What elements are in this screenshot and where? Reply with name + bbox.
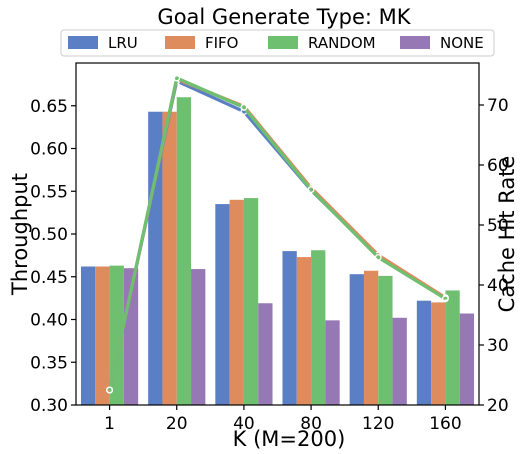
bar-fifo-120 (363, 270, 379, 405)
legend: LRU FIFO RANDOM NONE (60, 29, 495, 57)
x-tick-label: 80 (300, 414, 322, 434)
legend-swatch-fifo (165, 36, 195, 49)
hit-rate-line-random (108, 76, 447, 391)
y2-tick-label: 20 (487, 396, 509, 416)
legend-label-random: RANDOM (308, 34, 376, 52)
hit-rate-point-random-20 (173, 74, 181, 82)
y2-axis-label: Cache Hit Rate (495, 156, 519, 313)
bar-lru-1 (80, 266, 96, 405)
bar-lru-40 (215, 204, 230, 405)
y-tick-label: 0.45 (30, 268, 68, 288)
x-tick-label: 160 (429, 414, 461, 434)
bar-none-80 (325, 320, 340, 405)
legend-swatch-lru (68, 36, 98, 49)
y2-tick-label: 40 (487, 276, 509, 296)
bar-none-40 (258, 303, 273, 405)
y-axis-left: 0.30 0.35 0.40 0.45 0.50 0.55 0.60 0.65 (30, 97, 76, 416)
x-tick-label: 40 (233, 414, 255, 434)
bar-fifo-160 (431, 302, 446, 405)
y-tick-label: 0.35 (30, 353, 68, 373)
legend-label-lru: LRU (108, 34, 138, 52)
hit-rate-point-random-160 (441, 295, 449, 303)
y2-tick-label: 70 (487, 96, 509, 116)
legend-swatch-none (400, 36, 430, 49)
bar-random-20 (176, 97, 192, 405)
y2-tick-label: 60 (487, 156, 509, 176)
y-tick-label: 0.30 (30, 396, 68, 416)
hit-rate-point-random-80 (307, 186, 315, 194)
hit-rate-point-random-1 (106, 386, 114, 394)
bar-lru-120 (349, 274, 364, 405)
hit-rate-point-random-120 (374, 253, 382, 261)
y-tick-label: 0.40 (30, 311, 68, 331)
bar-none-20 (191, 269, 206, 405)
hit-rate-lines (106, 74, 449, 394)
x-tick-label: 120 (362, 414, 394, 434)
y-axis-right: 20 30 40 50 60 70 (479, 96, 509, 416)
bar-fifo-20 (162, 111, 177, 405)
x-axis-label: K (M=200) (233, 427, 346, 451)
y-tick-label: 0.60 (30, 140, 68, 160)
y-tick-label: 0.55 (30, 182, 68, 202)
x-tick-label: 1 (104, 414, 115, 434)
bar-lru-160 (416, 300, 432, 405)
x-tick-label: 20 (166, 414, 188, 434)
hit-rate-point-random-40 (240, 103, 248, 111)
legend-swatch-random (268, 36, 298, 49)
y-axis-label: Throughput (8, 173, 32, 296)
x-axis: 1 20 40 80 120 160 (104, 405, 462, 434)
bar-random-40 (243, 198, 259, 405)
bar-none-120 (392, 317, 407, 405)
y-tick-label: 0.65 (30, 97, 68, 117)
bar-group (80, 97, 475, 405)
bar-fifo-80 (296, 257, 312, 405)
bar-fifo-1 (95, 266, 110, 405)
legend-label-fifo: FIFO (205, 34, 239, 52)
bar-lru-20 (148, 111, 163, 405)
y2-tick-label: 30 (487, 336, 509, 356)
chart-title: Goal Generate Type: MK (157, 5, 411, 29)
bar-random-120 (378, 275, 393, 405)
bar-none-160 (459, 313, 475, 405)
legend-label-none: NONE (440, 34, 484, 52)
y2-tick-label: 50 (487, 216, 509, 236)
bar-random-80 (311, 250, 326, 405)
y-tick-label: 0.50 (30, 225, 68, 245)
bar-random-160 (445, 290, 460, 405)
bar-lru-80 (282, 251, 297, 405)
bar-fifo-40 (229, 199, 244, 405)
